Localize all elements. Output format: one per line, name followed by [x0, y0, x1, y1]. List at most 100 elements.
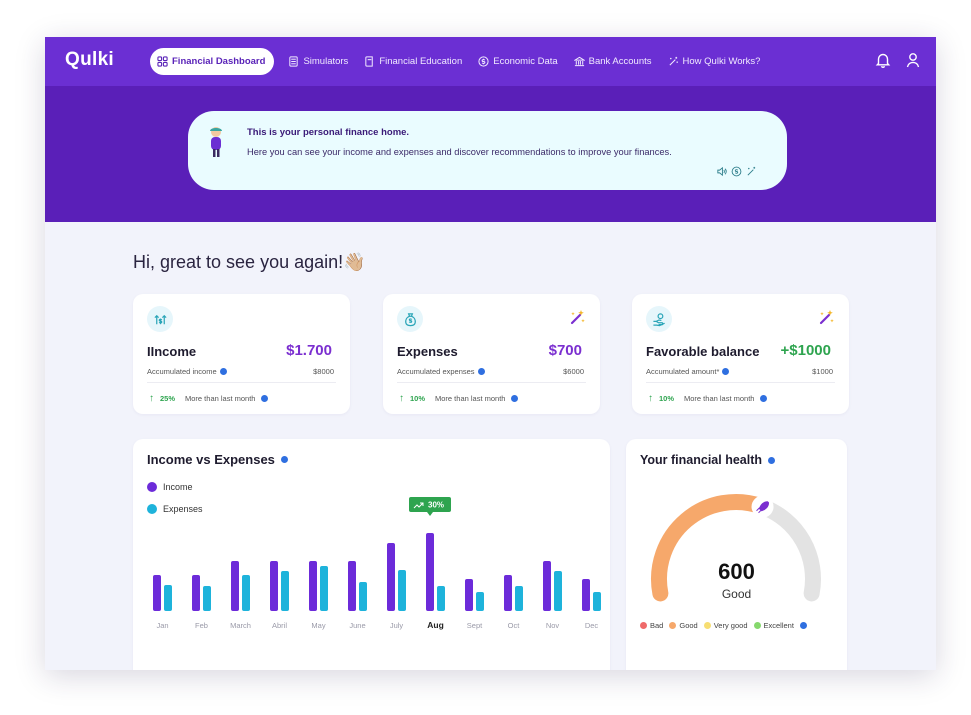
bar-expenses-oct[interactable]: [515, 586, 523, 611]
legend-item-income[interactable]: Income: [147, 476, 203, 498]
x-tick-label: Oct: [508, 621, 521, 630]
magic-wand-icon[interactable]: [818, 309, 835, 326]
bar-expenses-dec[interactable]: [593, 592, 601, 611]
bar-expenses-may[interactable]: [320, 566, 328, 611]
magic-wand-icon[interactable]: [569, 309, 586, 326]
bar-expenses-abril[interactable]: [281, 571, 289, 611]
legend-item-expenses[interactable]: Expenses: [147, 498, 203, 520]
kpi-sublabel: Accumulated amount*: [646, 367, 730, 376]
bar-expenses-aug[interactable]: [437, 586, 445, 611]
health-legend-excellent: Excellent: [753, 621, 794, 630]
kpi-subvalue: $1000: [812, 367, 833, 376]
legend-label: Very good: [713, 621, 748, 630]
bank-icon: [573, 56, 585, 67]
kpi-card-expenses[interactable]: Expenses $700 Accumulated expenses $6000…: [383, 294, 600, 414]
nav-simulators[interactable]: Simulators: [280, 48, 356, 75]
kpi-trend: ↑ 25% More than last month: [149, 393, 269, 404]
kpi-label: IIncome: [147, 344, 197, 359]
arrow-up-icon: ↑: [648, 393, 653, 404]
assistant-bubble: This is your personal finance home. Here…: [188, 111, 787, 190]
x-tick-label: Nov: [546, 621, 560, 630]
bar-expenses-jan[interactable]: [164, 585, 172, 611]
bar-income-feb[interactable]: [192, 575, 200, 611]
magic-wand-icon[interactable]: [746, 166, 757, 177]
income-arrows-icon: [153, 314, 167, 324]
kpi-card-balance[interactable]: Favorable balance +$1000 Accumulated amo…: [632, 294, 849, 414]
kpi-card-income[interactable]: IIncome $1.700 Accumulated income $8000 …: [133, 294, 350, 414]
rocket-icon: [756, 501, 770, 514]
info-icon[interactable]: [280, 456, 288, 463]
nav-economic-data[interactable]: Economic Data: [470, 48, 565, 75]
bell-icon[interactable]: [874, 51, 892, 69]
arrow-up-icon: ↑: [399, 393, 404, 404]
coin-icon[interactable]: [731, 166, 742, 177]
expenses-icon-wrap: [397, 306, 423, 332]
bar-income-march[interactable]: [231, 561, 239, 611]
nav-financial-education[interactable]: Financial Education: [356, 48, 470, 75]
legend-label: Good: [679, 621, 698, 630]
x-tick-label: May: [311, 621, 325, 630]
kpi-trend-text: More than last month: [684, 394, 755, 403]
financial-health-card: Your financial health 600 Good Bad Good …: [626, 439, 847, 670]
nav-financial-dashboard[interactable]: Financial Dashboard: [150, 48, 275, 75]
bar-expenses-march[interactable]: [242, 575, 250, 611]
kpi-trend-pct: 10%: [410, 394, 426, 403]
info-icon[interactable]: [722, 368, 730, 375]
kpi-label: Favorable balance: [646, 344, 760, 359]
nav-how-qulki-works[interactable]: How Qulki Works?: [660, 48, 769, 75]
growth-badge: 30%: [409, 497, 451, 516]
kpi-label: Expenses: [397, 344, 458, 359]
info-icon[interactable]: [799, 622, 807, 629]
bar-income-abril[interactable]: [270, 561, 278, 611]
bar-expenses-sept[interactable]: [476, 592, 484, 611]
legend-label: Excellent: [763, 621, 794, 630]
x-tick-label: Jan: [156, 621, 168, 630]
bar-expenses-june[interactable]: [359, 582, 367, 611]
kpi-trend: ↑ 10% More than last month: [648, 393, 768, 404]
bar-expenses-july[interactable]: [398, 570, 406, 611]
income-expenses-chart: Jan Feb March Abril May June July Aug Sept Oct Nov…: [153, 497, 601, 630]
kpi-sublabel: Accumulated income: [147, 367, 227, 376]
bar-income-oct[interactable]: [504, 575, 512, 611]
magic-wand-icon: [668, 56, 678, 66]
info-icon[interactable]: [477, 368, 485, 375]
info-icon[interactable]: [511, 395, 519, 402]
legend-swatch: [640, 622, 647, 629]
growth-badge-text: 30%: [428, 501, 444, 510]
nav-actions: [874, 51, 922, 69]
bar-income-may[interactable]: [309, 561, 317, 611]
greeting-heading: Hi, great to see you again!👋🏼: [133, 252, 366, 272]
bar-income-june[interactable]: [348, 561, 356, 611]
user-icon[interactable]: [904, 51, 922, 69]
bar-income-sept[interactable]: [465, 579, 473, 611]
kpi-trend: ↑ 10% More than last month: [399, 393, 519, 404]
legend-swatch: [147, 504, 157, 514]
bar-expenses-nov[interactable]: [554, 571, 562, 611]
bar-income-jan[interactable]: [153, 575, 161, 611]
logo[interactable]: Qulki: [65, 49, 115, 70]
assistant-title: This is your personal finance home.: [247, 127, 410, 138]
bar-expenses-feb[interactable]: [203, 586, 211, 611]
kpi-sublabel-text: Accumulated expenses: [397, 367, 475, 376]
speaker-icon[interactable]: [716, 166, 727, 177]
kpi-sublabel-text: Accumulated income: [147, 367, 217, 376]
x-tick-label: Feb: [195, 621, 208, 630]
grid-icon: [157, 56, 168, 67]
app-window: Qulki Financial Dashboard Simulators Fin…: [45, 37, 936, 670]
info-icon[interactable]: [261, 395, 269, 402]
nav-bank-accounts[interactable]: Bank Accounts: [566, 48, 660, 75]
info-icon[interactable]: [219, 368, 227, 375]
x-tick-label: July: [390, 621, 404, 630]
info-icon[interactable]: [760, 395, 768, 402]
bar-income-july[interactable]: [387, 543, 395, 611]
health-gauge: [651, 494, 821, 602]
nav-label: Financial Education: [379, 56, 463, 67]
legend-swatch: [147, 482, 157, 492]
info-icon[interactable]: [768, 456, 776, 464]
kpi-trend-text: More than last month: [185, 394, 256, 403]
bar-income-aug[interactable]: [426, 533, 434, 611]
top-nav: Qulki Financial Dashboard Simulators Fin…: [45, 37, 936, 86]
kpi-value: $1.700: [286, 342, 332, 359]
bar-income-dec[interactable]: [582, 579, 590, 611]
bar-income-nov[interactable]: [543, 561, 551, 611]
